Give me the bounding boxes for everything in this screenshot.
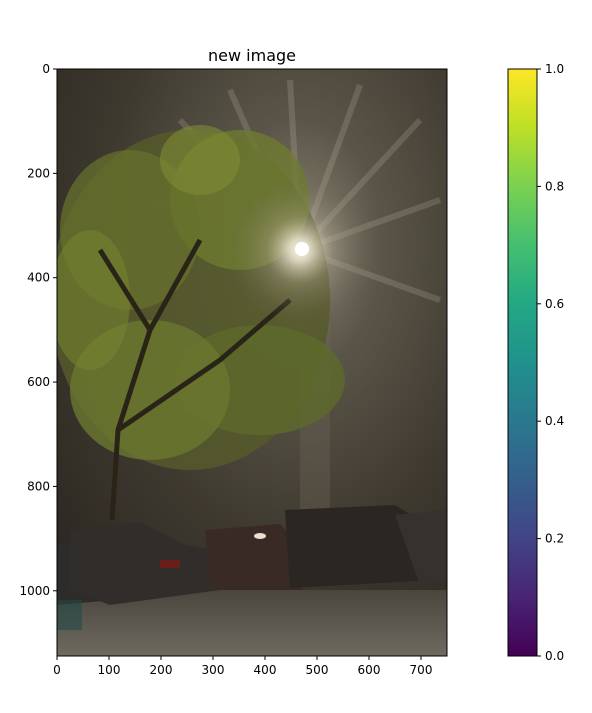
y-tick-label: 600 (27, 375, 50, 389)
colorbar-tick-label: 0.8 (545, 179, 564, 193)
y-tick-label: 400 (27, 271, 50, 285)
parked-cars (57, 505, 447, 630)
y-tick-label: 800 (27, 479, 50, 493)
y-tick-label: 1000 (19, 584, 50, 598)
colorbar-tick-label: 1.0 (545, 62, 564, 76)
x-tick-label: 200 (150, 663, 173, 677)
chart-title: new image (208, 46, 296, 65)
y-axis: 0 200 400 600 800 1000 (19, 62, 57, 598)
tree-trunk (97, 238, 292, 521)
x-axis: 0 100 200 300 400 500 600 700 (53, 656, 432, 677)
colorbar-tick-label: 0.4 (545, 414, 564, 428)
colorbar-tick-label: 0.2 (545, 532, 564, 546)
street-lamp (295, 242, 309, 256)
x-tick-label: 500 (306, 663, 329, 677)
colorbar (507, 68, 538, 657)
colorbar-tick-label: 0.0 (545, 649, 564, 663)
x-tick-label: 300 (202, 663, 225, 677)
colorbar-ticks: 0.0 0.2 0.4 0.6 0.8 1.0 (537, 62, 564, 663)
x-tick-label: 400 (254, 663, 277, 677)
y-tick-label: 0 (42, 62, 50, 76)
x-tick-label: 600 (358, 663, 381, 677)
x-tick-label: 100 (98, 663, 121, 677)
x-tick-label: 700 (410, 663, 433, 677)
x-tick-label: 0 (53, 663, 61, 677)
y-tick-label: 200 (27, 166, 50, 180)
image-panel (57, 69, 447, 656)
image-frame (56, 68, 448, 657)
colorbar-tick-label: 0.6 (545, 297, 564, 311)
